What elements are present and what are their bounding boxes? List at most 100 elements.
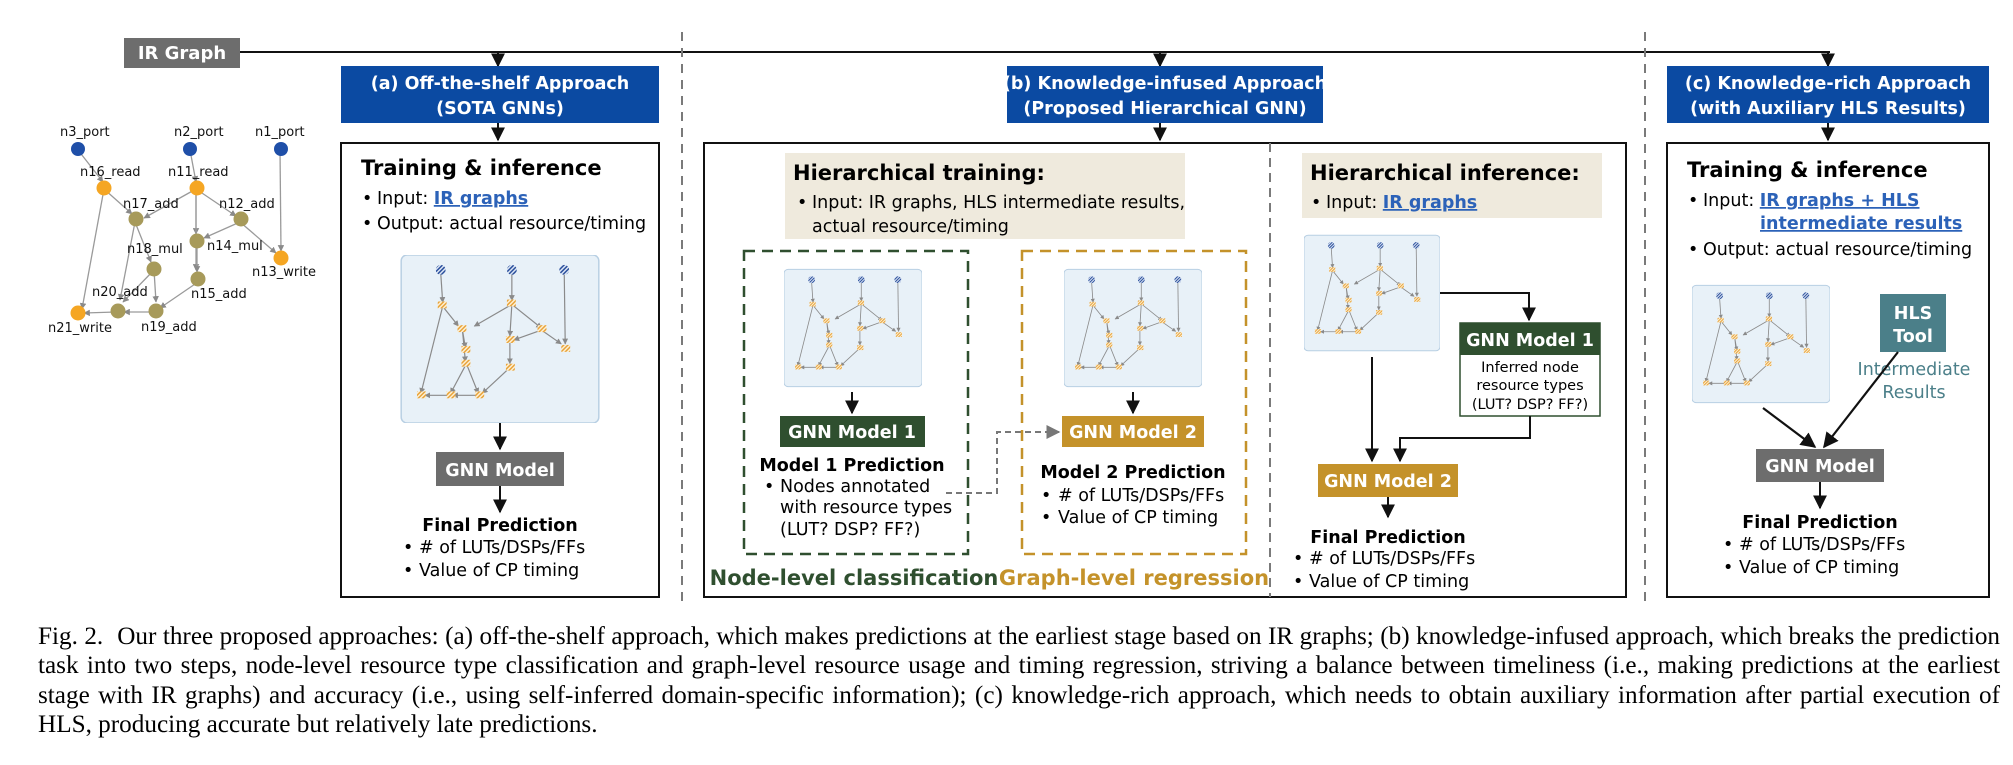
svg-text:•: • — [1723, 558, 1733, 578]
inference-gnn-model1 — [1460, 323, 1600, 355]
inference-model1-sub2: resource types — [1476, 378, 1583, 394]
hls-tool-l2: Tool — [1893, 327, 1933, 347]
svg-text:•: • — [362, 214, 372, 234]
train-gnn-model2-label: GNN Model 2 — [1069, 423, 1197, 443]
panel-c-input-link-l2: intermediate results — [1760, 214, 1962, 234]
panel-a-header-line2: (SOTA GNNs) — [436, 99, 564, 119]
model2-b1: # of LUTs/DSPs/FFs — [1058, 486, 1224, 506]
intermediate-results-l2: Results — [1882, 383, 1945, 403]
panel-b-header-line2: (Proposed Hierarchical GNN) — [1023, 99, 1306, 119]
svg-text:•: • — [403, 538, 413, 558]
inference-model1-sub3: (LUT? DSP? FF?) — [1472, 397, 1588, 413]
panel-a-title: Training & inference — [361, 156, 602, 180]
panel-a-final-b1: # of LUTs/DSPs/FFs — [419, 538, 585, 558]
figure-caption-text: Our three proposed approaches: (a) off-t… — [38, 623, 2001, 739]
hls-tool-box — [1880, 294, 1946, 352]
node-n1-port-label: n1_port — [255, 125, 305, 140]
model2-b2: Value of CP timing — [1058, 508, 1218, 528]
panel-a-final-title: Final Prediction — [422, 516, 577, 536]
ir-graph: n3_port n2_port n1_port n16_read n11_rea… — [48, 125, 316, 336]
svg-text:•: • — [764, 477, 774, 497]
panel-a-header — [341, 66, 659, 123]
node-n15-add-label: n15_add — [191, 287, 247, 302]
ir-graph-bus — [236, 51, 1835, 68]
panel-c: (c) Knowledge-rich Approach (with Auxili… — [1666, 66, 1990, 598]
panel-a-gnn-model-label: GNN Model — [445, 461, 555, 481]
node-level-region — [742, 249, 970, 556]
inference-input-prefix: Input: — [1326, 193, 1383, 213]
panel-a-input-link: IR graphs — [434, 189, 528, 209]
svg-text:•: • — [1293, 549, 1303, 569]
node-n13-write-label: n13_write — [252, 265, 316, 280]
node-n15-add — [190, 271, 206, 287]
node-n19-add — [148, 303, 164, 319]
panel-a-final-b2: Value of CP timing — [419, 561, 579, 581]
inference-final-b1: # of LUTs/DSPs/FFs — [1309, 549, 1475, 569]
panel-c-title: Training & inference — [1687, 158, 1928, 182]
ir-graph-label: IR Graph — [124, 38, 240, 68]
approaches-diagram: IR Graph n3_port — [48, 32, 1990, 606]
model1-to-model2-connector — [946, 425, 1061, 494]
figure-caption-label: Fig. 2. — [38, 623, 104, 650]
svg-text:•: • — [1688, 240, 1698, 260]
train-gnn-model1-label: GNN Model 1 — [788, 423, 916, 443]
inference-input-link: IR graphs — [1383, 193, 1477, 213]
inference-title: Hierarchical inference: — [1310, 161, 1580, 185]
node-n20-add — [110, 303, 126, 319]
node-n19-add-label: n19_add — [141, 320, 197, 335]
training-banner — [785, 153, 1185, 239]
inference-gnn-model2-label: GNN Model 2 — [1324, 472, 1452, 492]
panel-c-header-line1: (c) Knowledge-rich Approach — [1685, 74, 1971, 94]
svg-text:•: • — [1041, 508, 1051, 528]
node-n20-add-label: n20_add — [92, 285, 148, 300]
panel-a-input-bullet: • Input: IR graphs — [362, 189, 528, 209]
model2-pred-title: Model 2 Prediction — [1040, 463, 1225, 483]
model1-b1: Nodes annotated — [780, 477, 930, 497]
panel-c-gnn-model-label: GNN Model — [1765, 457, 1875, 477]
node-n12-add — [233, 211, 249, 227]
model1-pred-title: Model 1 Prediction — [759, 456, 944, 476]
panel-c-input-bullet: • Input: IR graphs + HLS — [1688, 191, 1919, 211]
figure-caption: Fig. 2. Our three proposed approaches: (a… — [38, 622, 2000, 740]
svg-text:•: • — [1723, 535, 1733, 555]
svg-text:•: • — [1293, 572, 1303, 592]
node-n16-read-label: n16_read — [80, 165, 141, 180]
inference-graph-thumbnail — [1304, 235, 1440, 351]
node-n17-add — [128, 211, 144, 227]
node-n14-mul-label: n14_mul — [207, 239, 263, 254]
node-n21-write — [70, 305, 86, 321]
model1-b1-l3: (LUT? DSP? FF?) — [780, 520, 920, 540]
panel-c-input-link-l1: IR graphs + HLS — [1760, 191, 1920, 211]
node-n2-port — [183, 142, 197, 156]
model1-b1-l2: with resource types — [780, 498, 952, 518]
node-level-label: Node-level classification — [710, 566, 999, 590]
panel-c-final-title: Final Prediction — [1742, 513, 1897, 533]
node-n16-read — [96, 180, 112, 196]
panel-c-final-b2: Value of CP timing — [1739, 558, 1899, 578]
panel-b-header — [1007, 66, 1323, 123]
node-n1-port — [274, 142, 288, 156]
inference-gnn-model1-label: GNN Model 1 — [1466, 331, 1594, 351]
model2-graph-thumbnail — [1064, 269, 1202, 386]
panel-a-header-line1: (a) Off-the-shelf Approach — [371, 74, 630, 94]
node-n21-write-label: n21_write — [48, 321, 112, 336]
training-input-cont: actual resource/timing — [812, 217, 1009, 237]
svg-text:•: • — [1041, 486, 1051, 506]
graph-level-label: Graph-level regression — [999, 566, 1269, 590]
node-n13-write — [273, 250, 289, 266]
inference-model1-sub1: Inferred node — [1481, 360, 1579, 376]
model1-graph-thumbnail — [784, 269, 922, 386]
node-n18-mul-label: n18_mul — [127, 242, 183, 257]
hls-tool-l1: HLS — [1894, 304, 1932, 324]
ir-graph-label-text: IR Graph — [138, 43, 226, 64]
inference-banner — [1302, 153, 1602, 218]
intermediate-results-l1: Intermediate — [1858, 360, 1971, 380]
inference-input-bullet: • Input: IR graphs — [1311, 193, 1477, 213]
panel-c-input-prefix: Input: — [1703, 191, 1760, 211]
node-n2-port-label: n2_port — [174, 125, 224, 140]
inference-gnn-model2 — [1318, 464, 1458, 497]
svg-text:•: • — [797, 193, 807, 213]
svg-text:•: • — [403, 561, 413, 581]
inference-final-b2: Value of CP timing — [1309, 572, 1469, 592]
